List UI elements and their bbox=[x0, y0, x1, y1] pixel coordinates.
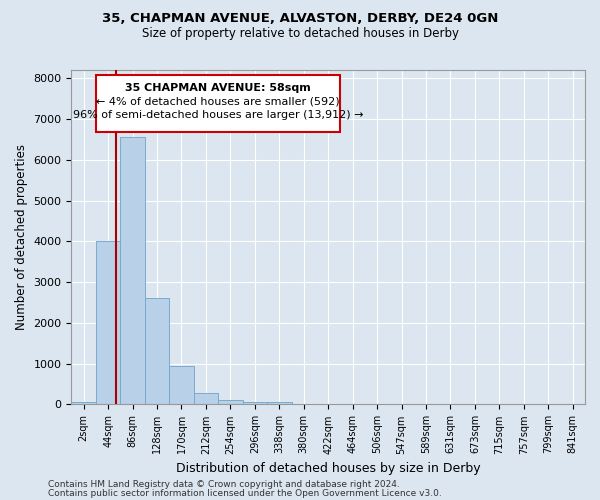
Text: Contains public sector information licensed under the Open Government Licence v3: Contains public sector information licen… bbox=[48, 488, 442, 498]
Bar bbox=[267, 402, 292, 404]
Text: 96% of semi-detached houses are larger (13,912) →: 96% of semi-detached houses are larger (… bbox=[73, 110, 364, 120]
Text: Contains HM Land Registry data © Crown copyright and database right 2024.: Contains HM Land Registry data © Crown c… bbox=[48, 480, 400, 489]
Bar bbox=[71, 402, 96, 404]
Bar bbox=[218, 400, 242, 404]
Text: ← 4% of detached houses are smaller (592): ← 4% of detached houses are smaller (592… bbox=[97, 97, 340, 107]
FancyBboxPatch shape bbox=[97, 75, 340, 132]
Text: Size of property relative to detached houses in Derby: Size of property relative to detached ho… bbox=[142, 28, 458, 40]
Bar bbox=[242, 402, 267, 404]
Bar bbox=[194, 393, 218, 404]
X-axis label: Distribution of detached houses by size in Derby: Distribution of detached houses by size … bbox=[176, 462, 481, 475]
Bar bbox=[145, 298, 169, 405]
Bar bbox=[169, 366, 194, 405]
Text: 35, CHAPMAN AVENUE, ALVASTON, DERBY, DE24 0GN: 35, CHAPMAN AVENUE, ALVASTON, DERBY, DE2… bbox=[102, 12, 498, 26]
Text: 35 CHAPMAN AVENUE: 58sqm: 35 CHAPMAN AVENUE: 58sqm bbox=[125, 83, 311, 93]
Y-axis label: Number of detached properties: Number of detached properties bbox=[15, 144, 28, 330]
Bar bbox=[121, 138, 145, 404]
Bar bbox=[96, 242, 121, 404]
